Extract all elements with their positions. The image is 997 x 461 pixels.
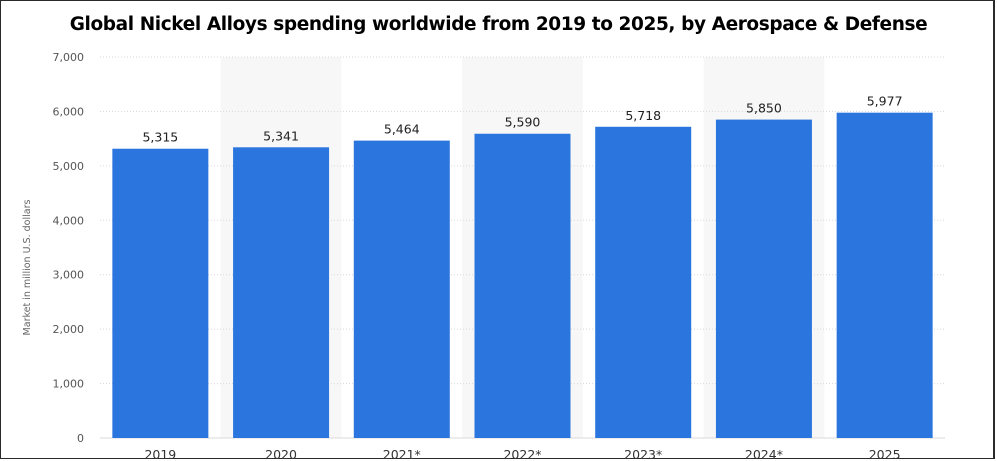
y-tick-label: 1,000 — [53, 378, 85, 391]
category-label: 2019 — [144, 447, 176, 461]
y-tick-label: 0 — [77, 432, 84, 445]
y-axis-title: Market in million U.S. dollars — [22, 200, 33, 336]
y-tick-label: 5,000 — [53, 160, 85, 173]
bar — [595, 126, 692, 438]
data-label: 5,315 — [142, 130, 178, 145]
data-label: 5,341 — [263, 128, 299, 143]
data-label: 5,718 — [625, 108, 661, 123]
y-tick-label: 7,000 — [53, 51, 85, 64]
data-label: 5,850 — [746, 101, 782, 116]
chart-title: Global Nickel Alloys spending worldwide … — [69, 14, 928, 35]
y-axis-ticks: 0 1,000 2,000 3,000 4,000 5,000 6,000 7,000 — [53, 51, 85, 445]
category-label: 2021* — [383, 447, 421, 461]
bar — [112, 148, 209, 438]
bar — [474, 133, 571, 438]
data-labels: 5,315 5,341 5,464 5,590 5,718 5,850 5,977 — [142, 94, 902, 145]
data-label: 5,590 — [505, 115, 541, 130]
category-labels: 2019 2020 2021* 2022* 2023* 2024* 2025 — [144, 447, 900, 461]
bar — [353, 140, 450, 438]
y-tick-label: 3,000 — [53, 269, 85, 282]
category-label: 2023* — [624, 447, 662, 461]
bar — [836, 112, 933, 439]
category-label: 2024* — [745, 447, 783, 461]
y-tick-label: 4,000 — [53, 214, 85, 227]
category-label: 2025 — [869, 447, 901, 461]
y-tick-label: 2,000 — [53, 323, 85, 336]
bar — [715, 119, 812, 438]
bars — [112, 112, 933, 439]
data-label: 5,977 — [867, 94, 903, 109]
y-tick-label: 6,000 — [53, 105, 85, 118]
category-label: 2022* — [503, 447, 541, 461]
category-label: 2020 — [265, 447, 297, 461]
data-label: 5,464 — [384, 122, 420, 137]
bar — [233, 147, 330, 438]
